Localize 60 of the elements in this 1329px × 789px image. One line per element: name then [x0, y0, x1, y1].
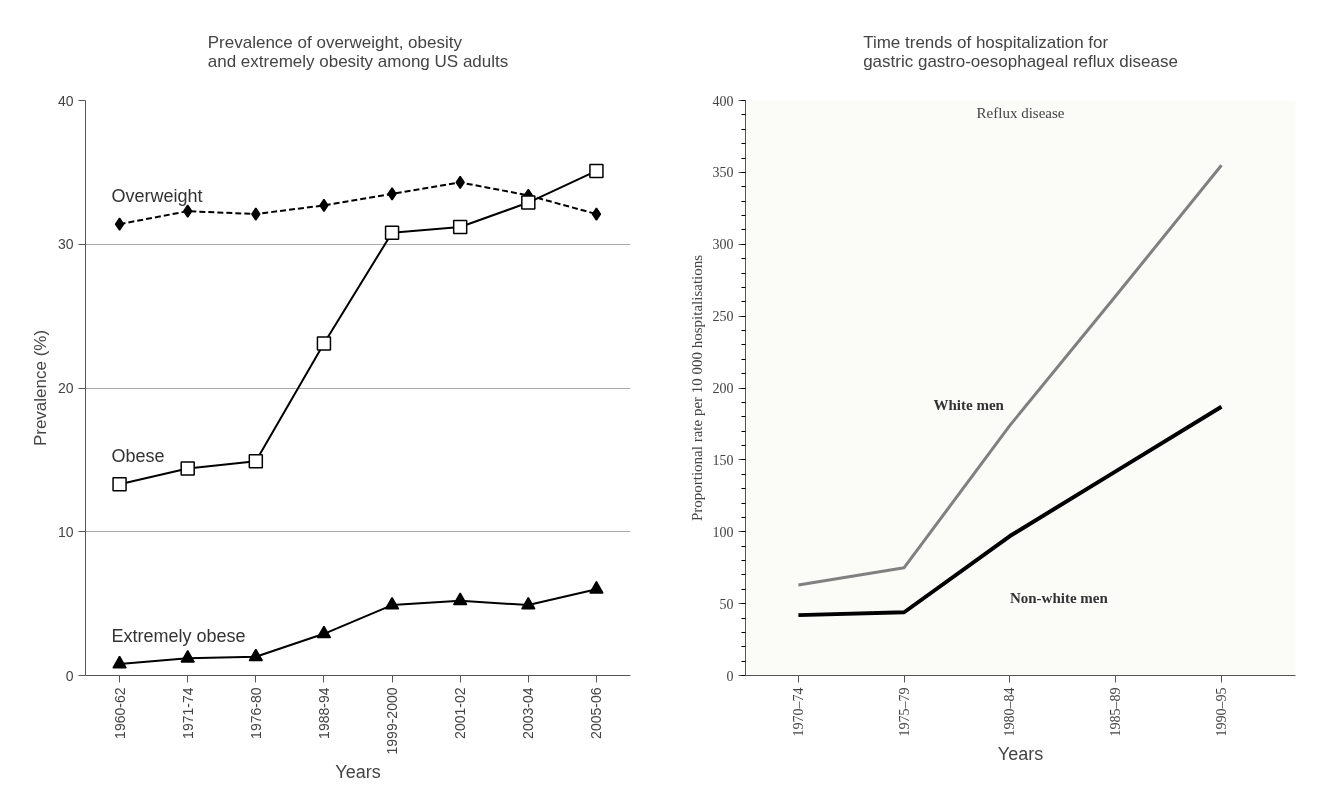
point [180, 649, 195, 663]
point [384, 225, 400, 240]
series-label: Extremely obese [111, 626, 246, 646]
point [112, 655, 127, 669]
series-label: White men [933, 397, 1005, 414]
point [452, 219, 468, 235]
point [248, 648, 264, 662]
x-tick-label: 2005-06 [588, 687, 605, 739]
y-tick-label: 50 [719, 596, 734, 612]
point [248, 454, 264, 469]
x-tick-label: 1975–79 [896, 687, 912, 737]
x-tick-label: 1985–89 [1108, 687, 1124, 737]
x-tick-label: 1988-94 [315, 687, 332, 739]
point [387, 187, 397, 201]
point [589, 163, 604, 179]
y-tick-label: 200 [712, 381, 734, 396]
y-axis-title: Prevalence (%) [30, 329, 50, 447]
x-tick-label: 1971-74 [179, 687, 196, 739]
x-tick-label: 1980–84 [1002, 687, 1018, 737]
y-tick-label: 350 [712, 165, 734, 181]
y-tick-label: 100 [712, 524, 734, 540]
series-label: Overweight [111, 186, 203, 207]
y-axis-title: Proportional rate per 10 000 hospitalisations [688, 254, 705, 522]
point [591, 207, 602, 221]
line-series [796, 163, 1223, 587]
x-tick-label: 1990–95 [1213, 687, 1229, 737]
y-tick-label: 0 [726, 668, 734, 684]
text: Non-white men [1009, 590, 1109, 607]
y-tick-label: 30 [57, 236, 74, 253]
x-tick-label: 2001-02 [452, 687, 469, 739]
y-tick-label: 40 [57, 92, 74, 109]
point [112, 477, 127, 492]
series-label: Obese [111, 446, 165, 467]
chart-title: Prevalence of overweight, obesity and extremely obesity among US adults [207, 32, 509, 71]
y-tick-label: 300 [712, 237, 734, 253]
x-tick-label: 1960-62 [111, 687, 128, 739]
point [316, 625, 332, 639]
x-tick-label: 1999-2000 [384, 687, 401, 755]
point [521, 596, 536, 610]
y-tick-label: 0 [65, 667, 74, 684]
chart-title: Time trends of hospitalization for gastric gastro-oesophageal reflux disease [863, 32, 1178, 71]
y-tick-label: 10 [57, 523, 74, 540]
y-tick-label: 20 [57, 380, 74, 396]
y-tick-label: 150 [712, 452, 734, 468]
x-tick-label: 1976-80 [247, 687, 264, 739]
point [384, 596, 400, 610]
x-tick-label: 1970–74 [790, 687, 806, 737]
chart-subtitle: Reflux disease [976, 104, 1065, 121]
point [521, 195, 536, 210]
x-tick-label: 2003-04 [520, 687, 537, 739]
x-axis-title: Years [997, 744, 1044, 765]
point [452, 592, 468, 606]
y-tick-label: 250 [712, 309, 734, 325]
y-tick-label: 400 [712, 93, 734, 109]
point [114, 217, 125, 231]
point [589, 580, 604, 594]
point [180, 461, 195, 476]
x-axis-title: Years [335, 762, 381, 783]
point [251, 207, 261, 221]
point [316, 336, 332, 351]
